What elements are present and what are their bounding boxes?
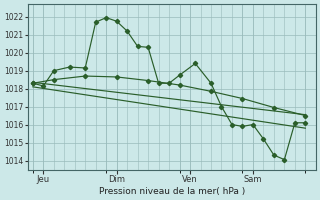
X-axis label: Pression niveau de la mer( hPa ): Pression niveau de la mer( hPa )	[99, 187, 245, 196]
